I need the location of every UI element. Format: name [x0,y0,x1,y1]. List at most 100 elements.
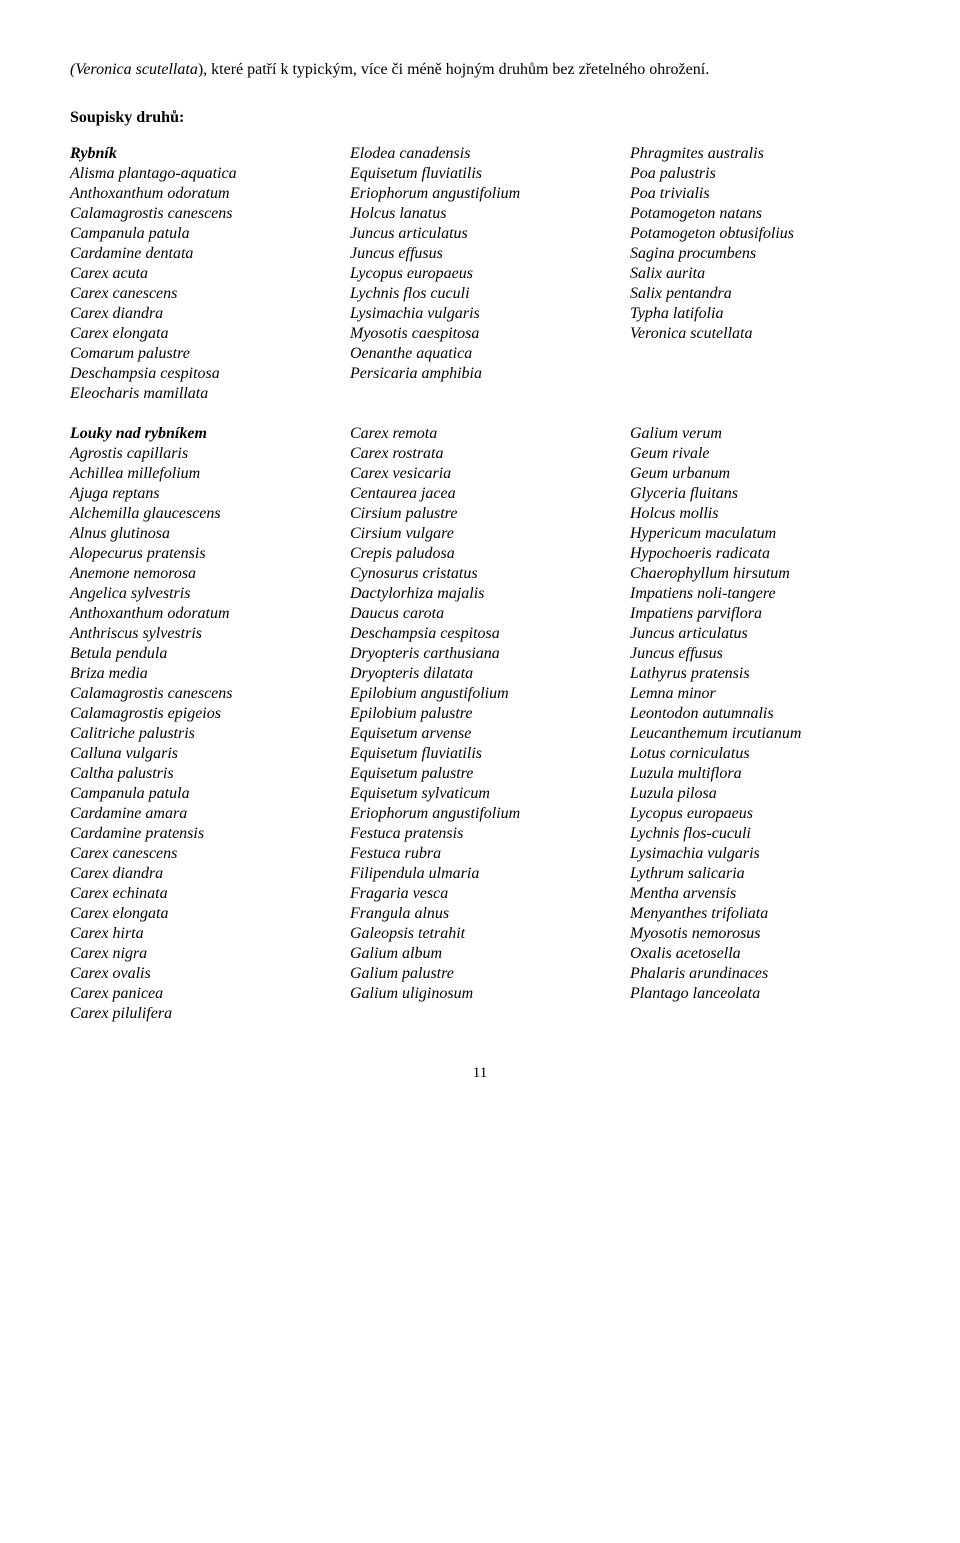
species-item: Cirsium vulgare [350,524,610,544]
species-item: Holcus lanatus [350,204,610,224]
species-item: Carex rostrata [350,444,610,464]
species-item: Lycopus europaeus [350,264,610,284]
species-item: Juncus effusus [350,244,610,264]
species-item: Anthoxanthum odoratum [70,604,330,624]
species-item: Carex echinata [70,884,330,904]
species-item: Myosotis caespitosa [350,324,610,344]
species-item: Carex remota [350,424,610,444]
species-item: Calamagrostis canescens [70,684,330,704]
species-item: Lychnis flos cuculi [350,284,610,304]
species-item: Equisetum palustre [350,764,610,784]
rybnik-col2: Elodea canadensisEquisetum fluviatilisEr… [350,144,610,404]
species-item: Daucus carota [350,604,610,624]
species-item: Salix pentandra [630,284,890,304]
species-item: Carex elongata [70,904,330,924]
species-item: Carex hirta [70,924,330,944]
rybnik-col1: Rybník Alisma plantago-aquaticaAnthoxant… [70,144,330,404]
species-item: Geum urbanum [630,464,890,484]
species-item: Lathyrus pratensis [630,664,890,684]
species-item: Briza media [70,664,330,684]
species-item: Hypochoeris radicata [630,544,890,564]
species-item: Carex diandra [70,864,330,884]
species-item: Juncus effusus [630,644,890,664]
species-item: Galeopsis tetrahit [350,924,610,944]
louky-heading: Louky nad rybníkem [70,424,330,444]
species-item: Impatiens parviflora [630,604,890,624]
species-item: Juncus articulatus [350,224,610,244]
species-item: Myosotis nemorosus [630,924,890,944]
species-item: Angelica sylvestris [70,584,330,604]
species-item: Lysimachia vulgaris [350,304,610,324]
species-item: Leontodon autumnalis [630,704,890,724]
species-item: Campanula patula [70,784,330,804]
species-item: Carex nigra [70,944,330,964]
louky-col2: Carex remotaCarex rostrataCarex vesicari… [350,424,610,1024]
intro-paragraph: (Veronica scutellata), které patří k typ… [70,60,890,80]
rybnik-heading: Rybník [70,144,330,164]
species-item: Filipendula ulmaria [350,864,610,884]
species-item: Cynosurus cristatus [350,564,610,584]
species-item: Elodea canadensis [350,144,610,164]
species-item: Geum rivale [630,444,890,464]
species-item: Carex elongata [70,324,330,344]
species-item: Sagina procumbens [630,244,890,264]
species-item: Galium album [350,944,610,964]
species-item: Ajuga reptans [70,484,330,504]
species-item: Deschampsia cespitosa [70,364,330,384]
species-item: Cardamine amara [70,804,330,824]
species-item: Lysimachia vulgaris [630,844,890,864]
species-item: Carex acuta [70,264,330,284]
species-item: Oxalis acetosella [630,944,890,964]
louky-col3: Galium verumGeum rivaleGeum urbanumGlyce… [630,424,890,1024]
species-item: Epilobium palustre [350,704,610,724]
species-item: Deschampsia cespitosa [350,624,610,644]
species-item: Equisetum arvense [350,724,610,744]
species-item: Phalaris arundinaces [630,964,890,984]
species-item: Carex canescens [70,284,330,304]
species-item: Lemna minor [630,684,890,704]
page-number: 11 [70,1064,890,1083]
species-item: Alnus glutinosa [70,524,330,544]
species-item: Chaerophyllum hirsutum [630,564,890,584]
species-item: Carex ovalis [70,964,330,984]
species-item: Galium uliginosum [350,984,610,1004]
species-item: Plantago lanceolata [630,984,890,1004]
species-item: Betula pendula [70,644,330,664]
species-item: Carex diandra [70,304,330,324]
species-item: Lythrum salicaria [630,864,890,884]
species-item: Centaurea jacea [350,484,610,504]
species-item: Eriophorum angustifolium [350,804,610,824]
species-item: Caltha palustris [70,764,330,784]
species-item: Festuca rubra [350,844,610,864]
species-item: Impatiens noli-tangere [630,584,890,604]
species-item: Calamagrostis canescens [70,204,330,224]
species-item: Holcus mollis [630,504,890,524]
species-item: Fragaria vesca [350,884,610,904]
species-item: Anthoxanthum odoratum [70,184,330,204]
species-item: Alchemilla glaucescens [70,504,330,524]
species-item: Carex vesicaria [350,464,610,484]
species-item: Cirsium palustre [350,504,610,524]
species-item: Frangula alnus [350,904,610,924]
species-item: Festuca pratensis [350,824,610,844]
species-item: Lychnis flos-cuculi [630,824,890,844]
species-item: Poa trivialis [630,184,890,204]
species-item: Galium verum [630,424,890,444]
species-item: Eleocharis mamillata [70,384,330,404]
species-item: Potamogeton natans [630,204,890,224]
species-item: Hypericum maculatum [630,524,890,544]
species-item: Potamogeton obtusifolius [630,224,890,244]
species-item: Dactylorhiza majalis [350,584,610,604]
species-item: Anemone nemorosa [70,564,330,584]
species-item: Campanula patula [70,224,330,244]
species-item: Carex pilulifera [70,1004,330,1024]
species-item: Mentha arvensis [630,884,890,904]
species-item: Luzula pilosa [630,784,890,804]
species-item: Comarum palustre [70,344,330,364]
species-item: Veronica scutellata [630,324,890,344]
species-item: Agrostis capillaris [70,444,330,464]
louky-col1: Louky nad rybníkem Agrostis capillarisAc… [70,424,330,1024]
species-item: Lycopus europaeus [630,804,890,824]
species-item: Oenanthe aquatica [350,344,610,364]
species-item: Glyceria fluitans [630,484,890,504]
